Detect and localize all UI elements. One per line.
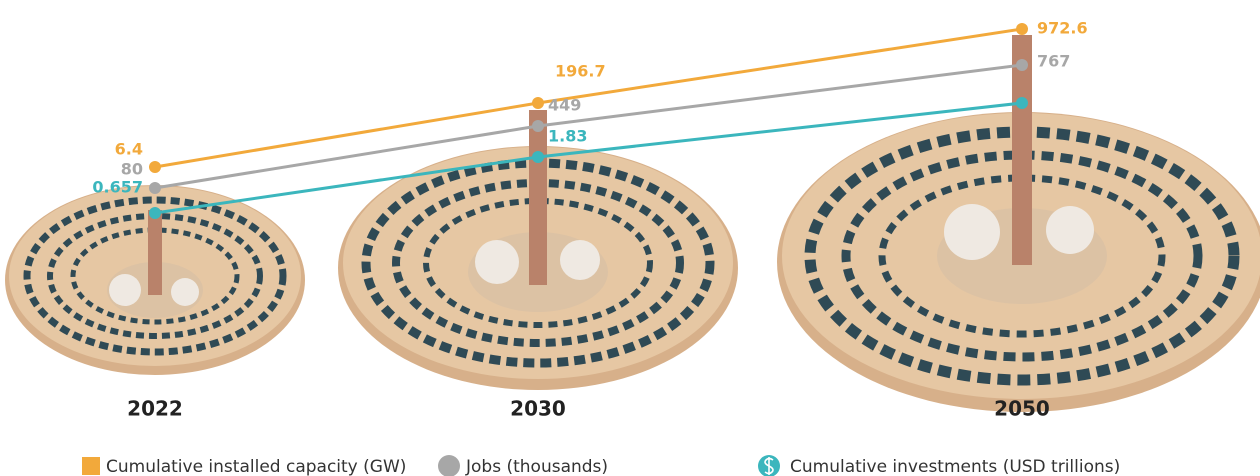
connector [537, 27, 1023, 105]
point [149, 207, 161, 219]
year-label: 2030 [510, 397, 566, 421]
year-label: 2050 [994, 397, 1050, 421]
point [532, 151, 544, 163]
value-label: 0.657 [92, 178, 143, 197]
legend-label: Cumulative investments (USD trillions) [790, 457, 1120, 476]
point [532, 120, 544, 132]
point [1016, 23, 1028, 35]
value-label: 196.7 [555, 62, 606, 81]
value-label: 6.4 [115, 140, 143, 159]
point [149, 161, 161, 173]
value-label: 449 [548, 96, 581, 115]
point [1016, 97, 1028, 109]
point [532, 97, 544, 109]
legend-label: Cumulative installed capacity (GW) [106, 457, 406, 476]
value-label: 767 [1037, 52, 1070, 71]
connector [537, 101, 1023, 159]
point [149, 182, 161, 194]
connector [537, 63, 1023, 128]
value-label: 80 [121, 160, 143, 179]
value-label: 972.6 [1037, 19, 1088, 38]
year-label: 2022 [127, 397, 183, 421]
legend-label: Jobs (thousands) [465, 457, 608, 476]
plant-illustrations [5, 35, 1260, 412]
connector [154, 124, 539, 190]
value-label: 1.83 [548, 127, 587, 146]
point [1016, 59, 1028, 71]
legend-icons [82, 455, 780, 476]
connector [154, 155, 539, 215]
connector [154, 101, 539, 169]
